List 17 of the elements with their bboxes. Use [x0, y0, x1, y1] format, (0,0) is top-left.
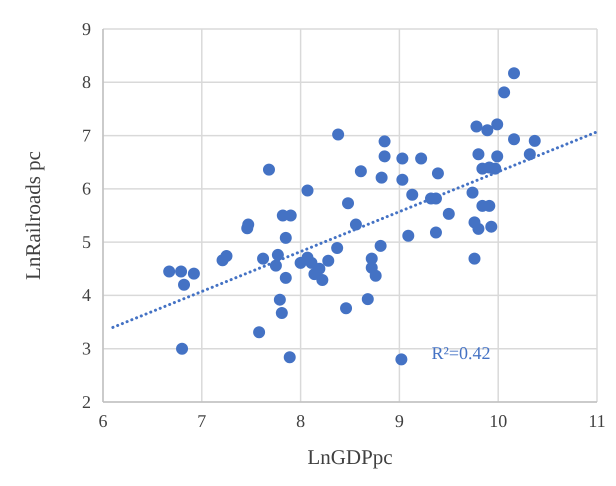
x-axis-title: LnGDPpc: [307, 445, 393, 469]
y-tick-label: 8: [82, 72, 91, 92]
y-tick-label: 9: [82, 18, 91, 39]
y-tick-label: 4: [82, 285, 91, 306]
x-tick-label: 9: [394, 410, 404, 431]
y-axis-title: LnRailroads pc: [21, 151, 45, 280]
x-tick-label: 11: [588, 410, 606, 431]
y-tick-label: 2: [82, 392, 91, 412]
x-tick-label: 8: [296, 410, 306, 431]
x-tick-label: 10: [489, 410, 508, 431]
x-tick-label: 6: [98, 410, 108, 431]
y-tick-label: 5: [82, 232, 91, 252]
annotation: R²=0.42: [432, 343, 491, 364]
x-tick-label: 7: [197, 410, 206, 431]
y-tick-label: 6: [82, 178, 91, 199]
y-tick-label: 3: [82, 338, 91, 358]
y-tick-label: 7: [82, 125, 91, 146]
